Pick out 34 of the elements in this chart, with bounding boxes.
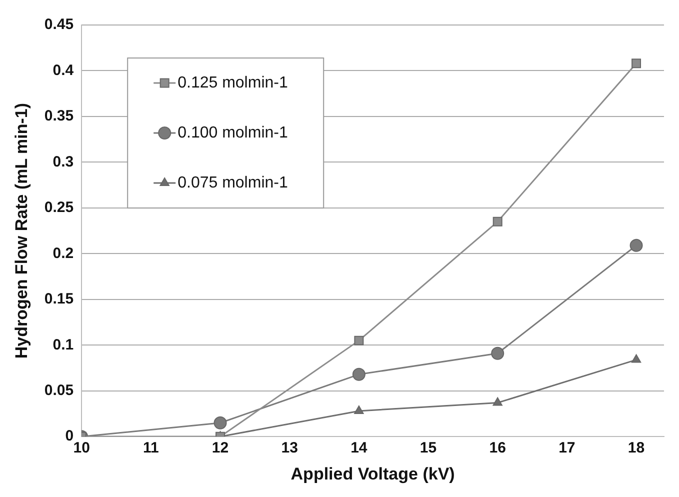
point	[214, 416, 227, 430]
x-axis-title: Applied Voltage (kV)	[290, 464, 455, 484]
point	[630, 238, 643, 252]
point	[354, 405, 364, 414]
legend-label: 0.100 molmin-1	[178, 124, 288, 142]
x-tick-label: 12	[212, 440, 229, 457]
point	[491, 346, 504, 360]
point	[492, 397, 502, 406]
point	[492, 216, 502, 226]
x-tick-label: 17	[558, 440, 576, 457]
y-tick-label: 0.2	[52, 244, 74, 262]
y-tick-label: 0.05	[44, 382, 74, 400]
x-tick-label: 16	[489, 440, 506, 457]
x-tick-label: 18	[628, 440, 645, 457]
point	[352, 368, 366, 381]
y-tick-label: 0.4	[52, 62, 74, 79]
point	[354, 336, 364, 346]
y-tick-label: 0.1	[52, 336, 74, 354]
y-tick-label: 0.35	[44, 108, 74, 125]
y-tick-label: 0	[65, 428, 74, 445]
legend-label: 0.075 molmin-1	[178, 174, 288, 192]
y-tick-label: 0.45	[44, 16, 74, 34]
point	[631, 354, 642, 363]
x-tick-label: 13	[281, 440, 298, 457]
x-tick-label: 15	[420, 440, 437, 457]
point	[632, 58, 642, 68]
y-tick-label: 0.25	[44, 199, 74, 216]
y-tick-label: 0.15	[44, 290, 74, 308]
x-tick-label: 11	[143, 440, 159, 457]
legend-label: 0.125 molmin-1	[178, 74, 288, 92]
y-axis-title: Hydrogen Flow Rate (mL min-1)	[12, 102, 31, 359]
x-tick-label: 10	[73, 440, 90, 457]
y-tick-label: 0.3	[52, 153, 74, 170]
x-tick-label: 14	[350, 440, 368, 457]
